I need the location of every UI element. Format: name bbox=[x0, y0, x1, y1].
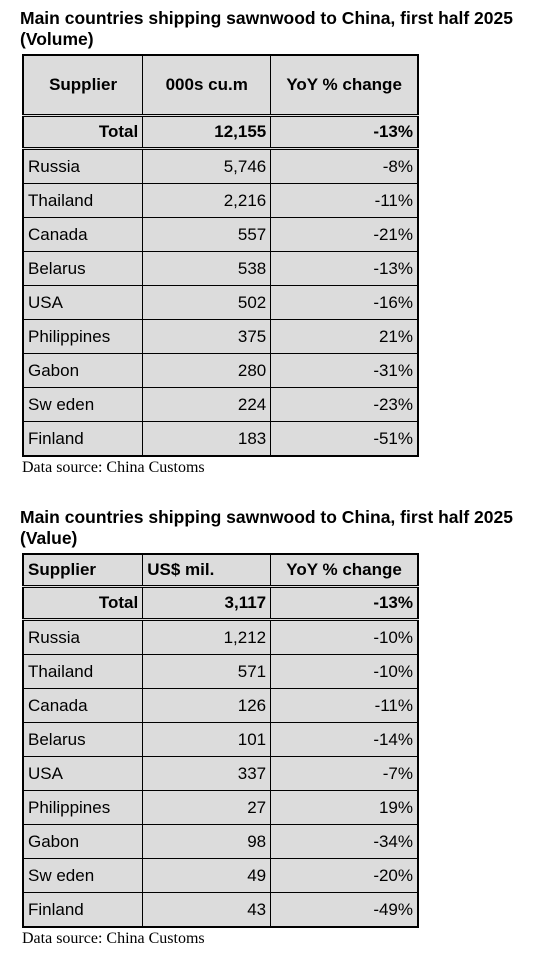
column-header: YoY % change bbox=[270, 54, 419, 117]
value-cell: 280 bbox=[142, 353, 272, 388]
supplier-cell: Russia bbox=[22, 148, 144, 184]
supplier-cell: Gabon bbox=[22, 824, 144, 859]
value-cell: 43 bbox=[142, 892, 272, 928]
total-cell: -13% bbox=[270, 115, 419, 150]
value-cell: -51% bbox=[270, 421, 419, 457]
column-header: Supplier bbox=[22, 54, 144, 117]
value-cell: 126 bbox=[142, 688, 272, 723]
data-row: USA 337 -7% bbox=[22, 756, 419, 791]
value-cell: 224 bbox=[142, 387, 272, 422]
data-row: Finland 43 -49% bbox=[22, 892, 419, 928]
supplier-cell: Canada bbox=[22, 688, 144, 723]
value-cell: -13% bbox=[270, 251, 419, 286]
table-section: Main countries shipping sawnwood to Chin… bbox=[20, 8, 546, 477]
data-row: Finland 183 -51% bbox=[22, 421, 419, 457]
value-cell: 538 bbox=[142, 251, 272, 286]
value-cell: 21% bbox=[270, 319, 419, 354]
value-cell: -10% bbox=[270, 654, 419, 689]
total-row: Total 3,117 -13% bbox=[22, 586, 419, 621]
data-table: Supplier 000s cu.m YoY % change Total 12,155… bbox=[22, 54, 419, 457]
supplier-cell: Russia bbox=[22, 619, 144, 655]
value-cell: 19% bbox=[270, 790, 419, 825]
value-cell: -8% bbox=[270, 148, 419, 184]
value-cell: 98 bbox=[142, 824, 272, 859]
value-cell: 27 bbox=[142, 790, 272, 825]
supplier-cell: Belarus bbox=[22, 722, 144, 757]
supplier-cell: Belarus bbox=[22, 251, 144, 286]
data-row: Gabon 98 -34% bbox=[22, 824, 419, 859]
supplier-cell: Sw eden bbox=[22, 858, 144, 893]
supplier-cell: Finland bbox=[22, 421, 144, 457]
supplier-cell: Thailand bbox=[22, 654, 144, 689]
source-note: Data source: China Customs bbox=[22, 459, 205, 476]
data-row: Gabon 280 -31% bbox=[22, 353, 419, 388]
value-cell: -21% bbox=[270, 217, 419, 252]
value-cell: 337 bbox=[142, 756, 272, 791]
data-row: Philippines 27 19% bbox=[22, 790, 419, 825]
value-cell: -31% bbox=[270, 353, 419, 388]
supplier-cell: Gabon bbox=[22, 353, 144, 388]
value-cell: 375 bbox=[142, 319, 272, 354]
total-cell: Total bbox=[22, 586, 144, 621]
value-cell: -23% bbox=[270, 387, 419, 422]
data-row: Canada 126 -11% bbox=[22, 688, 419, 723]
value-cell: 2,216 bbox=[142, 183, 272, 218]
value-cell: -11% bbox=[270, 688, 419, 723]
value-cell: 183 bbox=[142, 421, 272, 457]
value-cell: -20% bbox=[270, 858, 419, 893]
data-row: Sw eden 49 -20% bbox=[22, 858, 419, 893]
value-cell: 1,212 bbox=[142, 619, 272, 655]
value-cell: -7% bbox=[270, 756, 419, 791]
table-section: Main countries shipping sawnwood to Chin… bbox=[20, 507, 546, 948]
data-row: Belarus 538 -13% bbox=[22, 251, 419, 286]
value-cell: -49% bbox=[270, 892, 419, 928]
value-cell: -14% bbox=[270, 722, 419, 757]
value-cell: 502 bbox=[142, 285, 272, 320]
value-cell: 101 bbox=[142, 722, 272, 757]
column-header: Supplier bbox=[22, 553, 144, 588]
data-row: Thailand 2,216 -11% bbox=[22, 183, 419, 218]
source-note: Data source: China Customs bbox=[22, 930, 205, 947]
total-row: Total 12,155 -13% bbox=[22, 115, 419, 150]
header-row: Supplier US$ mil. YoY % change bbox=[22, 553, 419, 588]
total-cell: Total bbox=[22, 115, 144, 150]
supplier-cell: USA bbox=[22, 285, 144, 320]
header-row: Supplier 000s cu.m YoY % change bbox=[22, 54, 419, 117]
supplier-cell: Finland bbox=[22, 892, 144, 928]
table-title: Main countries shipping sawnwood to Chin… bbox=[20, 507, 513, 548]
total-cell: 12,155 bbox=[142, 115, 272, 150]
supplier-cell: USA bbox=[22, 756, 144, 791]
total-cell: -13% bbox=[270, 586, 419, 621]
data-row: Russia 5,746 -8% bbox=[22, 148, 419, 184]
data-row: Canada 557 -21% bbox=[22, 217, 419, 252]
column-header: 000s cu.m bbox=[142, 54, 272, 117]
supplier-cell: Canada bbox=[22, 217, 144, 252]
table-title: Main countries shipping sawnwood to Chin… bbox=[20, 8, 513, 49]
value-cell: 5,746 bbox=[142, 148, 272, 184]
column-header: US$ mil. bbox=[142, 553, 272, 588]
value-cell: 49 bbox=[142, 858, 272, 893]
column-header: YoY % change bbox=[270, 553, 419, 588]
supplier-cell: Philippines bbox=[22, 790, 144, 825]
supplier-cell: Sw eden bbox=[22, 387, 144, 422]
value-cell: -10% bbox=[270, 619, 419, 655]
data-row: Thailand 571 -10% bbox=[22, 654, 419, 689]
value-cell: 571 bbox=[142, 654, 272, 689]
value-cell: 557 bbox=[142, 217, 272, 252]
data-row: Russia 1,212 -10% bbox=[22, 619, 419, 655]
data-row: Sw eden 224 -23% bbox=[22, 387, 419, 422]
supplier-cell: Philippines bbox=[22, 319, 144, 354]
total-cell: 3,117 bbox=[142, 586, 272, 621]
data-row: Philippines 375 21% bbox=[22, 319, 419, 354]
data-table: Supplier US$ mil. YoY % change Total 3,117 -1… bbox=[22, 553, 419, 928]
value-cell: -11% bbox=[270, 183, 419, 218]
data-row: USA 502 -16% bbox=[22, 285, 419, 320]
value-cell: -16% bbox=[270, 285, 419, 320]
data-row: Belarus 101 -14% bbox=[22, 722, 419, 757]
supplier-cell: Thailand bbox=[22, 183, 144, 218]
value-cell: -34% bbox=[270, 824, 419, 859]
